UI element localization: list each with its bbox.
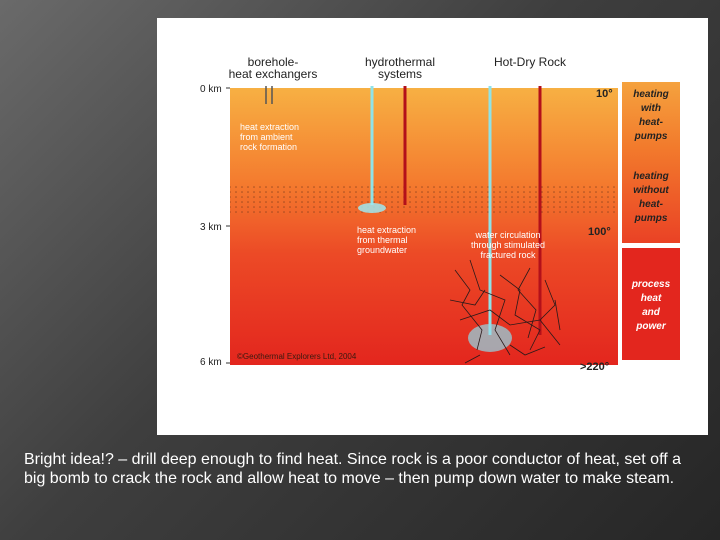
use-line: and [642,307,660,318]
use-line: heat [640,293,662,304]
annotation-line: water circulation [475,230,541,240]
annotation: water circulation through stimulated fract… [468,230,548,260]
header-line: Hot-Dry Rock [493,55,566,69]
caption: Bright idea!? – drill deep enough to fin… [24,451,682,487]
use-box [622,82,680,148]
copyright: ©Geothermal Explorers Ltd, 2004 [237,352,357,361]
temperature-label: 10° [596,88,613,100]
header-line: heat exchangers [228,67,318,81]
use-line: with [641,103,661,114]
use-line: heat- [639,199,663,210]
use-line: heating [633,89,669,100]
annotation-line: fractured rock [480,250,536,260]
use-line: heating [633,171,669,182]
use-line: without [633,185,669,196]
use-line: pumps [634,131,668,142]
annotation: heat extraction from ambient rock formatio… [240,122,299,152]
header-line: borehole- [247,55,299,69]
header-line: hydrothermal [364,55,436,69]
use-box [622,148,680,243]
use-line: power [636,321,666,332]
use-box [622,248,680,360]
annotation-line: from ambient [240,132,293,142]
wells [358,86,542,352]
use-line: heat- [639,117,663,128]
use-line: pumps [634,213,668,224]
use-label: heating with heat-pumps [622,88,680,144]
borehole [265,86,273,104]
annotation-line: from thermal [357,235,408,245]
annotation: heat extraction from thermal groundwater [357,225,416,255]
depth-label: 6 km [200,357,222,368]
annotation-line: rock formation [240,142,298,152]
annotation-line: heat extraction [357,225,417,235]
depth-label: 3 km [200,222,222,233]
aquifer-layer [230,183,618,213]
annotation-line: groundwater [357,245,408,255]
temperature-label: 100° [588,226,611,238]
use-label: heating without heat-pumps [622,170,680,226]
header-line: systems [377,67,422,81]
annotation-line: heat extraction [240,122,300,132]
header: hydrothermal systems [355,56,445,80]
use-label: process heat and power [622,278,680,334]
temperature-label: >220° [580,361,610,373]
header: Hot-Dry Rock [480,56,580,68]
depth-label: 0 km [200,84,222,95]
header: borehole-heat exchangers [228,56,318,80]
use-line: process [631,279,671,290]
annotation-line: through stimulated [470,240,546,250]
earth-section [230,88,618,365]
fractures [449,259,561,364]
